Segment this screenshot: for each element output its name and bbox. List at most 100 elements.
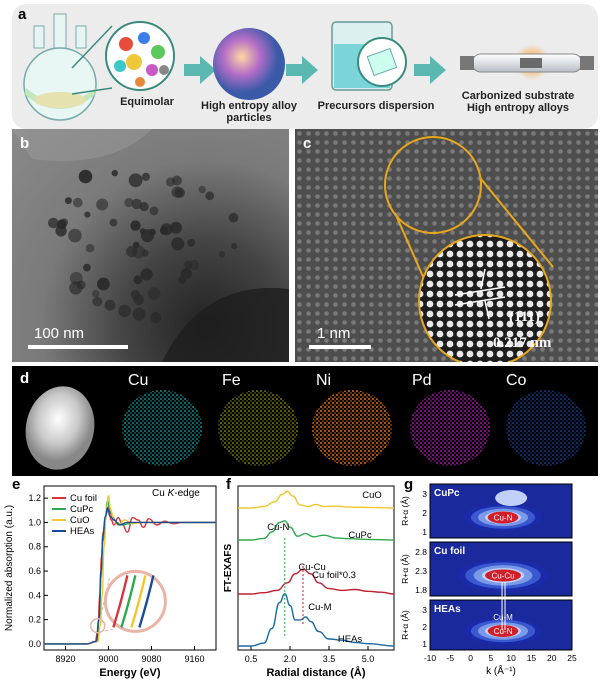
- eds-label-pd: Pd: [412, 372, 432, 389]
- arrow-icon: [286, 56, 318, 84]
- nanoparticle: [118, 304, 131, 318]
- nanoparticle: [48, 217, 59, 229]
- nanoparticle: [92, 296, 103, 307]
- annotation-cu-m: Cu-M: [308, 602, 331, 613]
- chart-e-xanes: 0.0 0.2 0.4 0.6 0.8 1.0 1.2 8920 9000 9080 9160 Ene…: [4, 485, 217, 679]
- x-tick-label: 5: [488, 653, 493, 663]
- nanoparticle: [198, 185, 206, 194]
- step2-caption-line1: High entropy alloy: [201, 100, 297, 112]
- y-tick-label: 0.4: [28, 590, 41, 600]
- plane-label: (111): [509, 309, 540, 325]
- eds-label-ni: Ni: [316, 372, 332, 389]
- contour-peak-label: Cu-N: [494, 513, 513, 522]
- y-tick-label: 2.3: [415, 566, 427, 576]
- nanoparticle: [111, 169, 119, 177]
- tube-furnace-icon: [460, 44, 594, 80]
- zoom-circle: [418, 234, 552, 362]
- chart-e-title-part: Cu: [152, 488, 168, 499]
- x-tick-label: -5: [447, 653, 455, 663]
- x-axis-label: k (Å⁻¹): [486, 664, 516, 677]
- legend-label: Cu foil: [70, 493, 97, 504]
- x-tick-label: -10: [424, 653, 437, 663]
- scale-bar-label: 1 nm: [317, 325, 351, 342]
- chart-g-wavelet: CuPc Cu-N 1 2 3 R+α (Å) Cu foil Cu-Cu 1.8 2.3 2.8 R…: [400, 483, 577, 677]
- nanoparticle: [83, 263, 91, 272]
- series-label: Cu foil*0.3: [312, 570, 356, 581]
- eds-label-cu: Cu: [128, 372, 149, 389]
- series-label: HEAs: [338, 634, 363, 645]
- flask-icon: [23, 13, 97, 121]
- eds-label-co: Co: [506, 372, 527, 389]
- y-axis-label: R+α (Å): [400, 554, 410, 584]
- nanoparticle: [141, 172, 150, 181]
- plot-frame: [43, 485, 217, 651]
- x-tick-label: 0: [468, 653, 473, 663]
- zoom-guide: [99, 628, 114, 633]
- panel-d-eds-maps: d Cu Fe Ni Pd Co: [12, 366, 598, 476]
- nanoparticle: [130, 220, 141, 231]
- nanoparticle: [171, 237, 185, 251]
- series-label: CuO: [362, 490, 382, 501]
- contour-peak: [487, 625, 519, 637]
- contour-level: [495, 490, 528, 506]
- plot-frame: [237, 485, 395, 651]
- x-tick-label: 15: [527, 653, 537, 663]
- series-line-1: [238, 520, 395, 541]
- nanoparticle: [69, 271, 83, 285]
- zoom-inset-line: [138, 575, 155, 628]
- nanoparticle: [160, 223, 173, 236]
- contour-peak-label: Cu-M: [493, 613, 513, 622]
- panel-a-label: a: [18, 6, 27, 23]
- x-tick-label: 3.5: [323, 654, 336, 664]
- contour-peak: [487, 511, 519, 524]
- nanoparticle: [205, 191, 215, 201]
- nanoparticle: [68, 228, 82, 243]
- synthesis-schematic: [23, 13, 594, 121]
- nanoparticle: [104, 299, 116, 311]
- nanoparticle: [132, 307, 146, 321]
- eds-label-fe: Fe: [222, 372, 241, 389]
- selection-circle: [384, 136, 482, 234]
- beaker-icon: [331, 21, 407, 91]
- scale-bar: [309, 345, 371, 349]
- y-tick-label: 0.2: [28, 615, 41, 625]
- y-tick-label: 3: [422, 605, 427, 615]
- step1-caption: Equimolar: [120, 96, 174, 108]
- series-line-heas: [44, 507, 216, 645]
- y-tick-label: 1.0: [28, 517, 41, 527]
- nanoparticle: [180, 268, 192, 280]
- zoom-inset-line: [112, 575, 129, 628]
- y-tick-label: 1: [422, 527, 427, 537]
- annotation-cu-n: Cu-N: [267, 522, 289, 533]
- nanoparticle: [56, 219, 67, 230]
- y-axis-label: FT-EXAFS: [223, 544, 234, 593]
- x-tick-label: 25: [567, 653, 577, 663]
- nanoparticle: [133, 275, 143, 285]
- nanoparticle: [231, 243, 238, 250]
- contour-peak-label: Cu-Cu: [491, 571, 514, 580]
- panel-b-tem-image: b 100 nm: [12, 129, 289, 362]
- zoom-inset-line: [120, 575, 137, 628]
- element-mix-icon: [71, 21, 175, 95]
- contour-panel-title: Cu foil: [434, 546, 465, 557]
- zoom-marker: [90, 617, 106, 634]
- alloy-particle-icon: [213, 28, 285, 100]
- spacing-label: 0.217 nm: [493, 335, 552, 351]
- nanoparticle: [166, 177, 176, 187]
- eds-maps: [25, 386, 586, 470]
- legend-label: CuPc: [70, 504, 93, 515]
- nanoparticle: [73, 197, 83, 208]
- y-tick-label: 2: [422, 508, 427, 518]
- nanoparticle: [184, 260, 193, 269]
- nanoparticle: [131, 198, 142, 210]
- contour-panel-title: CuPc: [434, 488, 460, 499]
- nanoparticle: [140, 268, 153, 281]
- y-tick-label: 2.8: [415, 547, 427, 557]
- nanoparticle: [97, 277, 110, 291]
- nanoparticle: [228, 212, 239, 223]
- nanoparticle: [150, 312, 162, 323]
- tem-nanoparticles: [12, 129, 289, 362]
- chart-e-title-italic: K: [167, 488, 175, 499]
- hrtem-lattice: [295, 129, 598, 362]
- nanoparticle: [171, 186, 183, 198]
